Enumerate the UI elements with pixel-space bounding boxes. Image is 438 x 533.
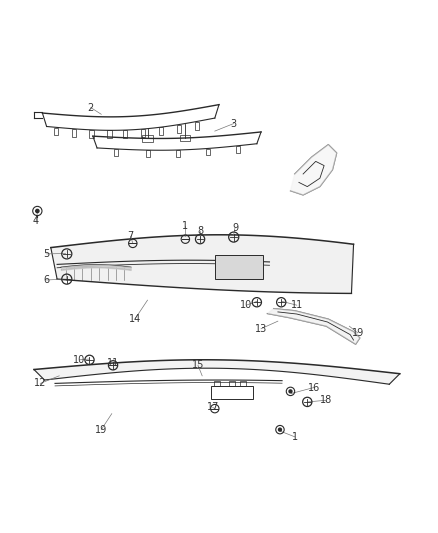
Polygon shape xyxy=(51,235,353,294)
Text: 12: 12 xyxy=(34,378,46,389)
Bar xyxy=(89,130,94,138)
Circle shape xyxy=(289,390,292,393)
Circle shape xyxy=(279,428,282,431)
Bar xyxy=(177,125,181,133)
Bar xyxy=(146,150,150,157)
Text: 4: 4 xyxy=(33,216,39,226)
Text: 10: 10 xyxy=(240,300,252,310)
Bar xyxy=(123,130,127,138)
Bar xyxy=(141,129,145,136)
Text: 17: 17 xyxy=(206,402,219,413)
Text: 1: 1 xyxy=(182,221,188,231)
Bar xyxy=(229,381,235,386)
Text: 19: 19 xyxy=(352,328,364,338)
Bar xyxy=(240,381,246,386)
Text: 14: 14 xyxy=(129,314,141,324)
Bar xyxy=(71,129,76,136)
Polygon shape xyxy=(34,360,400,384)
Text: 15: 15 xyxy=(192,360,204,370)
Text: 16: 16 xyxy=(307,383,320,393)
Bar xyxy=(236,146,240,153)
Polygon shape xyxy=(290,144,337,195)
Bar xyxy=(142,135,152,142)
Circle shape xyxy=(36,209,39,213)
Text: 9: 9 xyxy=(232,223,238,233)
Polygon shape xyxy=(267,309,360,344)
Bar xyxy=(214,381,220,386)
Bar xyxy=(114,149,118,156)
Bar xyxy=(107,131,112,138)
Text: 18: 18 xyxy=(320,395,332,405)
Bar xyxy=(159,127,163,135)
Bar xyxy=(194,122,199,130)
Bar xyxy=(211,386,253,399)
Bar xyxy=(54,127,58,135)
Bar xyxy=(215,255,263,279)
Text: 1: 1 xyxy=(292,432,298,442)
Bar xyxy=(206,149,210,155)
Text: 10: 10 xyxy=(73,355,85,365)
Text: 19: 19 xyxy=(95,425,107,434)
Bar xyxy=(176,150,180,157)
Text: 11: 11 xyxy=(291,300,303,310)
Text: 7: 7 xyxy=(127,231,134,241)
Text: 5: 5 xyxy=(43,249,50,259)
Text: 6: 6 xyxy=(43,275,49,285)
Text: 8: 8 xyxy=(197,226,203,236)
Text: 11: 11 xyxy=(107,358,119,368)
Text: 2: 2 xyxy=(88,102,94,112)
Text: 13: 13 xyxy=(255,324,267,334)
Text: 3: 3 xyxy=(231,118,237,128)
Bar xyxy=(180,135,191,141)
